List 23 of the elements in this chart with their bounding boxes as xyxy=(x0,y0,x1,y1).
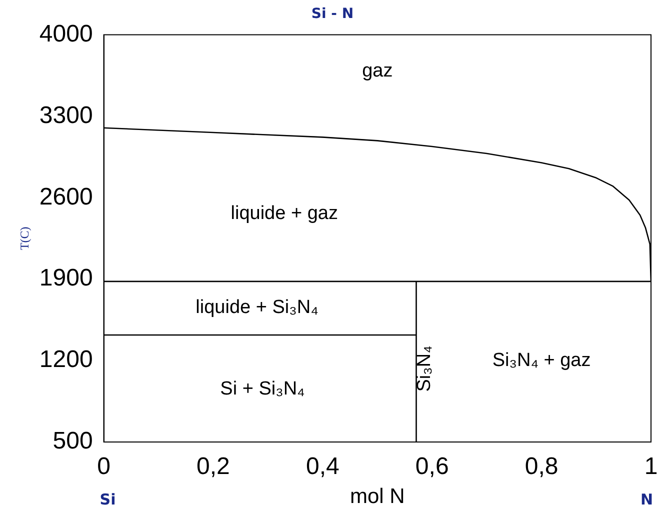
x-tick-label: 0,8 xyxy=(524,453,558,480)
y-tick-label: 1900 xyxy=(39,264,93,292)
y-tick-label: 1200 xyxy=(39,346,93,374)
x-tick-label: 0,4 xyxy=(306,453,340,480)
text: N xyxy=(640,490,653,508)
y-tick-label: 3300 xyxy=(39,102,93,129)
chart-title: Si - N xyxy=(311,6,354,22)
annotation: Si₃N₄ + gaz xyxy=(492,350,591,371)
x-tick-label: 1 xyxy=(644,453,658,480)
x-axis-title: mol N xyxy=(350,485,405,508)
x-tick-label: 0,2 xyxy=(196,453,230,480)
y-tick-label: 500 xyxy=(52,428,93,455)
y-tick-label: 4000 xyxy=(39,20,93,48)
annotation: liquide + gaz xyxy=(230,203,338,224)
annotation: gaz xyxy=(362,60,393,82)
annotation: Si + Si₃N₄ xyxy=(220,378,306,400)
y-axis-title: T(C) xyxy=(17,226,32,250)
y-tick-label: 2600 xyxy=(39,183,93,210)
text: Si xyxy=(100,490,116,508)
annotation: Si₃N₄ xyxy=(414,345,436,392)
x-tick-label: 0,6 xyxy=(415,453,449,480)
x-tick-label: 0 xyxy=(97,453,110,480)
annotation: liquide + Si₃N₄ xyxy=(196,296,319,318)
